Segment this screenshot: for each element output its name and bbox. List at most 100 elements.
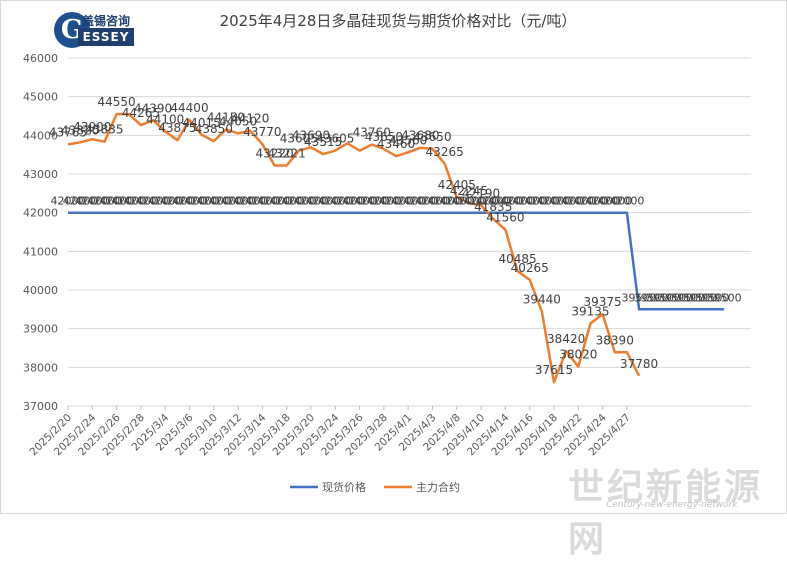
data-label: 43770: [243, 125, 281, 139]
data-label: 42000: [136, 195, 171, 208]
data-label: 43221: [268, 146, 306, 160]
data-label: 42000: [500, 195, 535, 208]
legend-label: 主力合约: [416, 480, 460, 494]
data-label: 39500: [707, 291, 742, 304]
data-label: 42000: [184, 195, 219, 208]
data-label: 37780: [620, 357, 658, 371]
data-label: 42000: [427, 195, 462, 208]
data-label: 42000: [537, 195, 572, 208]
data-label: 44265: [122, 106, 160, 120]
data-label: 42000: [379, 195, 414, 208]
data-label: 37615: [535, 363, 573, 377]
data-label: 43650: [365, 130, 403, 144]
data-label: 41835: [474, 200, 512, 214]
data-label: 42000: [354, 195, 389, 208]
data-label: 43835: [85, 123, 123, 137]
data-label: 42000: [75, 195, 110, 208]
data-label: 43650: [413, 130, 451, 144]
data-label: 42000: [294, 195, 329, 208]
data-label: 42000: [51, 195, 86, 208]
data-label: 43680: [401, 129, 439, 143]
data-label: 42000: [512, 195, 547, 208]
data-label: 39135: [571, 304, 609, 318]
data-label: 42000: [609, 195, 644, 208]
data-label: 42000: [172, 195, 207, 208]
data-label: 42000: [415, 195, 450, 208]
data-label: 39500: [634, 291, 669, 304]
logo-english: ESSEY: [78, 28, 134, 46]
data-label: 42245: [450, 184, 488, 198]
data-label: 43820: [61, 123, 99, 137]
data-label: 44400: [170, 101, 208, 115]
data-label: 42000: [403, 195, 438, 208]
y-tick-label: 44000: [23, 129, 58, 142]
y-tick-label: 37000: [23, 400, 58, 413]
data-label: 43560: [389, 133, 427, 147]
data-label: 42000: [269, 195, 304, 208]
data-label: 39440: [523, 293, 561, 307]
data-label: 42000: [464, 195, 499, 208]
y-tick-label: 43000: [23, 168, 58, 181]
data-label: 42000: [549, 195, 584, 208]
data-label: 43760: [353, 126, 391, 140]
data-label: 42000: [306, 195, 341, 208]
data-label: 38020: [559, 348, 597, 362]
data-label: 40265: [511, 261, 549, 275]
data-label: 42000: [597, 195, 632, 208]
watermark-subtext: Century-new-energy-network: [606, 500, 738, 510]
y-tick-label: 41000: [23, 245, 58, 258]
data-label: 39500: [658, 291, 693, 304]
data-label: 42000: [476, 195, 511, 208]
data-label: 42000: [573, 195, 608, 208]
data-label: 44550: [98, 95, 136, 109]
data-label: 39500: [694, 291, 729, 304]
data-label: 42000: [488, 195, 523, 208]
series-lines: [67, 112, 725, 384]
y-tick-label: 39000: [23, 323, 58, 336]
data-label: 44120: [231, 112, 269, 126]
y-tick-label: 40000: [23, 284, 58, 297]
data-label: 38420: [547, 332, 585, 346]
data-label: 42000: [99, 195, 134, 208]
data-label: 42000: [451, 195, 486, 208]
data-label: 42000: [148, 195, 183, 208]
data-label: 42000: [196, 195, 231, 208]
data-label: 43690: [292, 128, 330, 142]
y-tick-label: 46000: [23, 52, 58, 65]
data-label: 39500: [622, 291, 657, 304]
data-label: 44015: [183, 116, 221, 130]
data-label: 42000: [63, 195, 98, 208]
data-label: 42000: [281, 195, 316, 208]
data-label: 42000: [160, 195, 195, 208]
data-label: 42000: [439, 195, 474, 208]
data-label: 42000: [221, 195, 256, 208]
data-label: 43265: [426, 145, 464, 159]
chart-border: [0, 0, 787, 514]
line-chart: 2025年4月28日多晶硅现货与期货价格对比（元/吨） 37000 38000 39…: [0, 0, 787, 514]
series-line-1: [67, 112, 641, 384]
data-label: 42000: [245, 195, 280, 208]
data-label: 40485: [498, 252, 536, 266]
y-tick-label: 42000: [23, 207, 58, 220]
data-label: 41560: [486, 211, 524, 225]
data-label: 43515: [304, 135, 342, 149]
data-label: 42000: [111, 195, 146, 208]
gridlines: [68, 57, 751, 407]
data-label: 43875: [158, 121, 196, 135]
data-label: 42000: [123, 195, 158, 208]
gessey-logo: G 盖锡咨询 ESSEY: [54, 12, 136, 50]
data-label: 44100: [146, 112, 184, 126]
data-label: 42000: [87, 195, 122, 208]
data-label: 43605: [316, 132, 354, 146]
data-label: 42000: [524, 195, 559, 208]
data-label: 44050: [219, 114, 257, 128]
data-label: 43460: [377, 137, 415, 151]
data-label: 39500: [670, 291, 705, 304]
data-label: 42000: [208, 195, 243, 208]
legend: 现货价格 主力合约: [290, 480, 460, 494]
data-label: 42000: [330, 195, 365, 208]
data-label: 39375: [584, 295, 622, 309]
series-line-0: [68, 211, 725, 311]
y-tick-label: 45000: [23, 91, 58, 104]
